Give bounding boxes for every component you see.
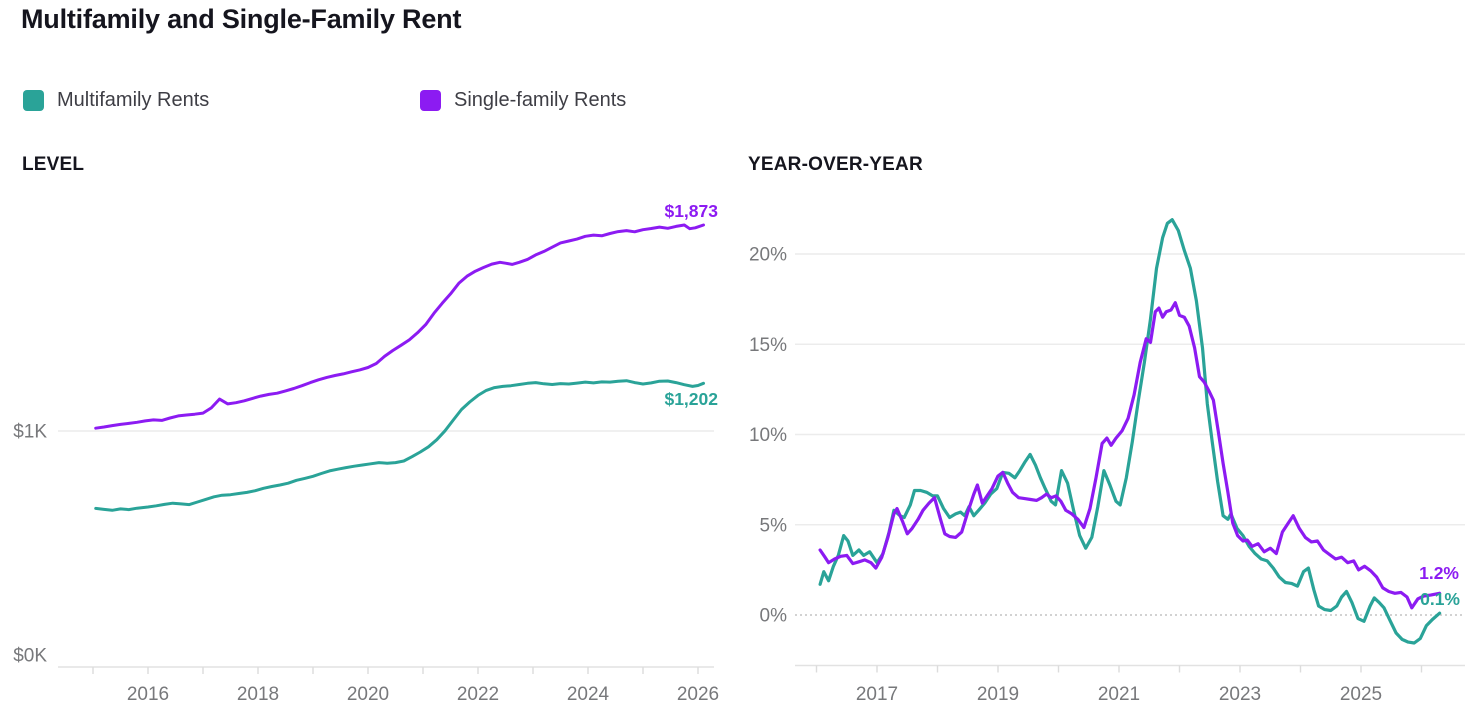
single-family-level-end-label: $1,873 <box>664 201 718 221</box>
level-x-tick-label: 2022 <box>457 684 499 705</box>
yoy-single-family-line <box>818 301 1442 610</box>
level-y-tick-label: $1K <box>13 422 47 443</box>
yoy-y-tick-label: 15% <box>749 335 787 356</box>
level-chart: $1K $0K 2016 2018 2020 2022 2024 2026 <box>13 223 719 705</box>
yoy-y-tick-label: 20% <box>749 245 787 266</box>
level-x-tick-label: 2026 <box>677 684 719 705</box>
yoy-y-tick-label: 10% <box>749 425 787 446</box>
yoy-x-tick-label: 2023 <box>1219 684 1261 705</box>
yoy-x-tick-label: 2021 <box>1098 684 1140 705</box>
yoy-x-tick-label: 2025 <box>1340 684 1382 705</box>
level-x-tick-label: 2016 <box>127 684 169 705</box>
level-x-tick-label: 2020 <box>347 684 389 705</box>
yoy-y-tick-label: 5% <box>760 515 788 536</box>
single-family-swatch-icon <box>420 89 441 111</box>
level-x-tick-label: 2018 <box>237 684 279 705</box>
level-multifamily-line <box>94 379 705 512</box>
yoy-chart: 20% 15% 10% 5% 0% 2017 2019 2021 2023 2025 <box>749 218 1465 705</box>
level-y-tick-label: $0K <box>13 646 47 667</box>
level-x-tick-label: 2024 <box>567 684 610 705</box>
legend-item-multifamily: Multifamily Rents <box>23 88 209 112</box>
yoy-x-tick-label: 2019 <box>977 684 1019 705</box>
legend-label-multifamily: Multifamily Rents <box>57 88 210 111</box>
multifamily-swatch-icon <box>23 89 44 111</box>
level-chart-title: LEVEL <box>22 154 85 175</box>
page-title: Multifamily and Single-Family Rent <box>21 4 462 34</box>
multifamily-yoy-end-label: 0.1% <box>1420 589 1460 609</box>
level-single-family-line <box>94 223 705 430</box>
yoy-y-tick-label: 0% <box>760 606 788 627</box>
legend-item-single-family: Single-family Rents <box>420 88 626 112</box>
multifamily-level-end-label: $1,202 <box>664 389 718 409</box>
single-family-yoy-end-label: 1.2% <box>1419 563 1459 583</box>
legend-label-single-family: Single-family Rents <box>454 88 627 111</box>
yoy-multifamily-line <box>818 218 1442 645</box>
yoy-x-tick-label: 2017 <box>856 684 898 705</box>
yoy-chart-title: YEAR-OVER-YEAR <box>748 154 923 175</box>
